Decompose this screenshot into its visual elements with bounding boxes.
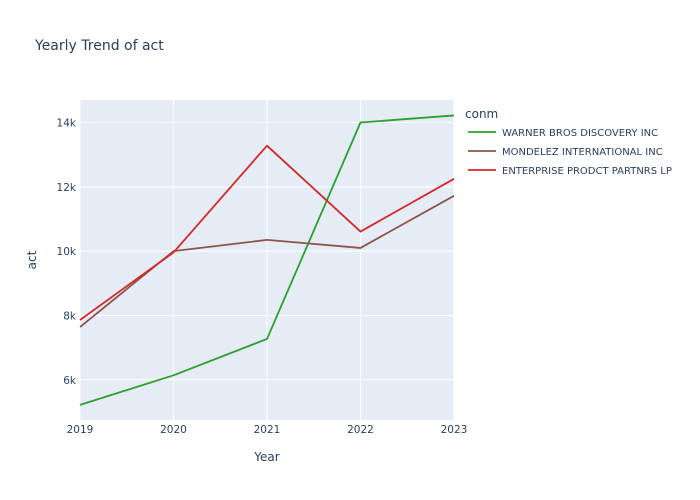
y-tick-label: 14k: [57, 118, 77, 130]
x-tick-label: 2020: [160, 424, 187, 436]
x-axis-ticks: 2019 2020 2021 2022 2023: [67, 424, 468, 436]
x-tick-label: 2023: [441, 424, 468, 436]
legend-label[interactable]: MONDELEZ INTERNATIONAL INC: [502, 147, 663, 158]
x-tick-label: 2022: [347, 424, 374, 436]
x-tick-label: 2019: [67, 424, 94, 436]
y-tick-label: 12k: [57, 182, 77, 194]
gridlines: [79, 100, 455, 420]
y-tick-label: 10k: [57, 246, 77, 258]
chart-title: Yearly Trend of act: [34, 38, 164, 54]
series-line: [79, 114, 455, 406]
x-tick-label: 2021: [254, 424, 281, 436]
y-tick-label: 6k: [63, 375, 77, 387]
y-tick-label: 8k: [63, 310, 77, 322]
series-lines: [79, 114, 455, 406]
x-axis-title: Year: [253, 450, 279, 464]
y-axis-ticks: 6k 8k 10k 12k 14k: [57, 118, 77, 387]
legend-items[interactable]: WARNER BROS DISCOVERY INC MONDELEZ INTERN…: [468, 128, 672, 177]
series-line: [79, 195, 455, 328]
series-line: [79, 144, 455, 321]
legend-label[interactable]: ENTERPRISE PRODCT PARTNRS LP: [502, 166, 672, 177]
legend-title: conm: [465, 107, 498, 121]
legend[interactable]: conm WARNER BROS DISCOVERY INC MONDELEZ I…: [465, 107, 672, 177]
legend-label[interactable]: WARNER BROS DISCOVERY INC: [502, 128, 658, 139]
y-axis-title: act: [25, 250, 39, 269]
